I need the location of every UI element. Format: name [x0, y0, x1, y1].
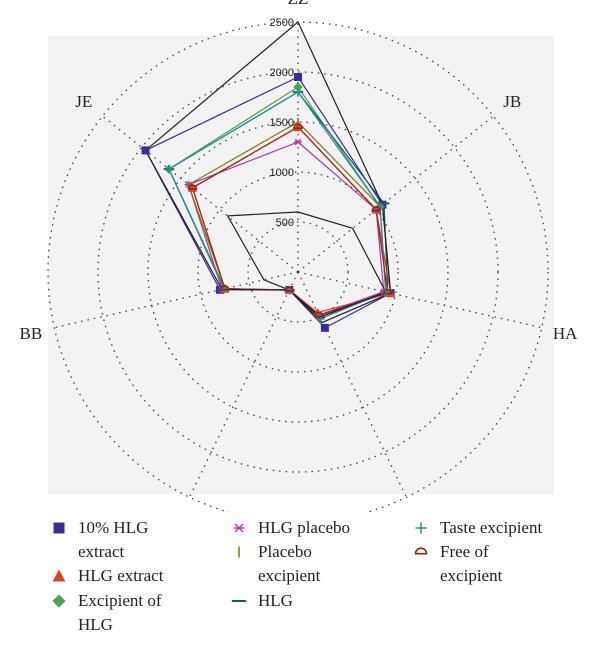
grid-ring [247, 221, 349, 323]
marker-circle [414, 547, 428, 555]
legend-item: HLG [228, 589, 386, 613]
grid-ring [197, 171, 399, 373]
marker-circle [371, 206, 381, 212]
radial-tick-label: 2000 [270, 67, 294, 79]
grid-spoke [188, 271, 299, 498]
axis-label-zz: ZZ [288, 0, 309, 8]
axis-labels: 500 1000 1500 2000 2500 ZZ JB HA GA CA BB JE [20, 0, 579, 512]
marker-asterisk [294, 138, 302, 146]
marker-stroke [234, 523, 244, 533]
marker-plus [164, 165, 173, 174]
marker-stroke [294, 138, 302, 146]
axis-label-bb: BB [20, 324, 43, 343]
legend-item: HLG placebo [228, 516, 386, 540]
legend-marker [53, 522, 65, 534]
marker-circle [382, 288, 393, 295]
legend-item: Free of excipient [410, 540, 568, 588]
legend-marker [414, 547, 428, 555]
marker-circle [284, 286, 295, 293]
marker-circle [220, 285, 230, 291]
marker-circle [187, 184, 198, 190]
axis-label-jb: JB [503, 92, 521, 111]
radial-tick-label: 2500 [270, 17, 294, 29]
legend-marker [231, 600, 247, 602]
marker-diamond [293, 82, 303, 92]
radar-chart: 500 1000 1500 2000 2500 ZZ JB HA GA CA BB JE [20, 0, 579, 512]
grid-spoke [297, 271, 542, 329]
legend-item: 10% HLG extract [48, 516, 206, 564]
legend-marker [52, 569, 66, 582]
plot-background [48, 36, 554, 494]
radial-tick-label: 1000 [270, 167, 294, 179]
marker-square [141, 146, 150, 155]
legend-item: Excipient of HLG [48, 589, 206, 637]
legend-marker [415, 522, 427, 534]
marker-layer [141, 73, 396, 332]
marker-diamond [52, 594, 66, 608]
legend-item: Placebo excipient [228, 540, 386, 588]
axis-label-ga: GA [405, 510, 430, 512]
radial-tick-label: 1500 [270, 117, 294, 129]
radial-tick-label: 500 [276, 217, 294, 229]
legend-marker [52, 594, 66, 608]
marker-plus [415, 522, 427, 534]
legend-label: Free of excipient [440, 542, 503, 585]
marker-square [320, 323, 329, 332]
legend-label: Taste excipient [440, 518, 543, 537]
legend-label: 10% HLG extract [78, 518, 149, 561]
axis-label-je: JE [75, 92, 92, 111]
series-layer [144, 21, 392, 329]
legend-label: Placebo excipient [258, 542, 321, 585]
grid-spoke [297, 115, 494, 273]
legend-label: HLG placebo [258, 518, 351, 537]
legend-label: HLG extract [78, 566, 164, 585]
legend-marker [238, 546, 240, 558]
legend-marker [233, 523, 245, 533]
legend: 10% HLG extract HLG extract Excipient of H… [0, 512, 600, 652]
series-line [144, 21, 392, 324]
marker-plus [294, 88, 302, 96]
axis-label-ca: CA [167, 510, 191, 512]
grid-spoke [297, 271, 408, 498]
grid-ring [147, 121, 449, 423]
grid-spoke [54, 271, 299, 329]
axis-label-ha: HA [553, 324, 578, 343]
marker-circle [293, 123, 303, 129]
marker-asterisk [233, 523, 245, 533]
marker-triangle [52, 569, 66, 582]
legend-item: HLG extract [48, 564, 206, 588]
series-line [227, 211, 387, 318]
marker-square [294, 73, 302, 81]
legend-label: HLG [258, 591, 293, 610]
legend-item: Taste excipient [410, 516, 600, 540]
marker-square [53, 522, 65, 534]
legend-label: Excipient of HLG [78, 591, 162, 634]
marker-circle [314, 311, 324, 318]
grid-ring [97, 71, 499, 473]
grid-spoke [102, 115, 299, 273]
